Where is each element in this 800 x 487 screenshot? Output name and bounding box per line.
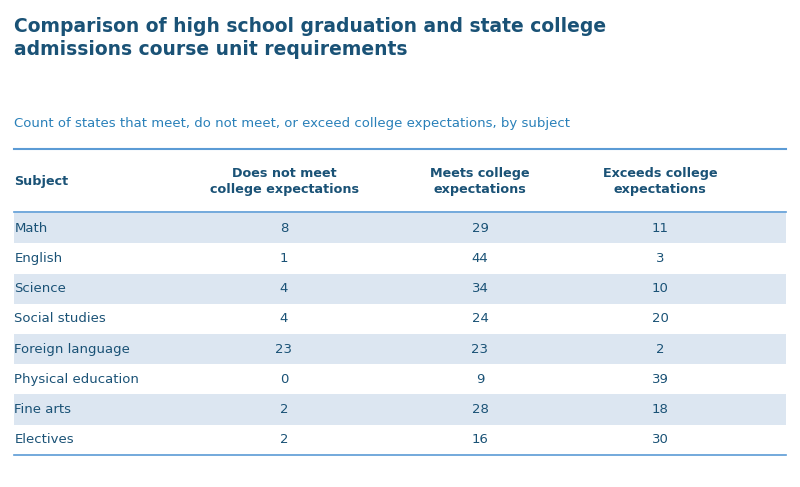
Bar: [14, 425, 786, 455]
Text: 2: 2: [280, 403, 288, 416]
Text: 10: 10: [651, 282, 669, 295]
Text: Math: Math: [14, 222, 48, 235]
Text: 2: 2: [280, 433, 288, 446]
Bar: [14, 334, 786, 364]
Bar: [14, 274, 786, 304]
Text: Comparison of high school graduation and state college
admissions course unit re: Comparison of high school graduation and…: [14, 17, 606, 59]
Text: 11: 11: [651, 222, 669, 235]
Bar: [14, 364, 786, 394]
Bar: [14, 304, 786, 334]
Text: 8: 8: [280, 222, 288, 235]
Text: Foreign language: Foreign language: [14, 343, 130, 356]
Text: 1: 1: [280, 252, 288, 265]
Bar: [14, 394, 786, 425]
Text: 29: 29: [471, 222, 489, 235]
Text: 24: 24: [471, 313, 489, 325]
Text: 44: 44: [472, 252, 488, 265]
Text: Count of states that meet, do not meet, or exceed college expectations, by subje: Count of states that meet, do not meet, …: [14, 117, 570, 130]
Text: 0: 0: [280, 373, 288, 386]
Text: 9: 9: [476, 373, 484, 386]
Text: Meets college
expectations: Meets college expectations: [430, 167, 530, 196]
Text: Fine arts: Fine arts: [14, 403, 71, 416]
Text: 2: 2: [656, 343, 664, 356]
Bar: [14, 213, 786, 244]
Text: Subject: Subject: [14, 175, 69, 188]
Text: 30: 30: [651, 433, 669, 446]
Text: 3: 3: [656, 252, 664, 265]
Text: Physical education: Physical education: [14, 373, 139, 386]
Text: 16: 16: [471, 433, 489, 446]
Text: 34: 34: [471, 282, 489, 295]
Text: Science: Science: [14, 282, 66, 295]
Text: 20: 20: [651, 313, 669, 325]
Text: 28: 28: [471, 403, 489, 416]
Text: 18: 18: [651, 403, 669, 416]
Text: English: English: [14, 252, 62, 265]
Text: Exceeds college
expectations: Exceeds college expectations: [602, 167, 718, 196]
Text: Social studies: Social studies: [14, 313, 106, 325]
Bar: [14, 244, 786, 274]
Text: Does not meet
college expectations: Does not meet college expectations: [210, 167, 358, 196]
Text: 23: 23: [275, 343, 293, 356]
Text: 23: 23: [471, 343, 489, 356]
Text: 39: 39: [651, 373, 669, 386]
Text: 4: 4: [280, 282, 288, 295]
Text: Electives: Electives: [14, 433, 74, 446]
Text: 4: 4: [280, 313, 288, 325]
